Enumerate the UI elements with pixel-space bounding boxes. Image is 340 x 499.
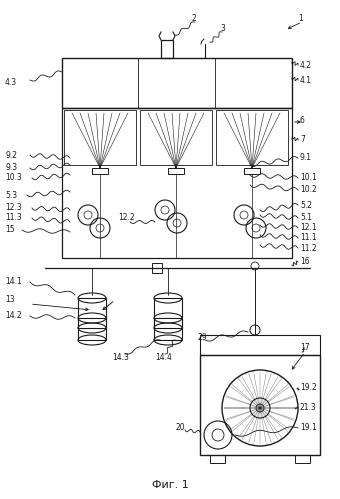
Text: 9.1: 9.1 (300, 154, 312, 163)
Text: 21.3: 21.3 (300, 404, 317, 413)
Bar (64, 110, 136, 165)
Text: 16: 16 (300, 257, 310, 266)
Text: Фиг. 1: Фиг. 1 (152, 480, 188, 490)
Text: 12.2: 12.2 (118, 214, 135, 223)
Text: 1: 1 (298, 13, 303, 22)
Text: 11.2: 11.2 (300, 244, 317, 252)
Text: 4.1: 4.1 (300, 75, 312, 84)
Text: 9.2: 9.2 (5, 151, 17, 160)
Text: 13: 13 (5, 295, 15, 304)
Bar (295, 455, 310, 463)
Bar (152, 263, 162, 273)
Text: 19.1: 19.1 (300, 424, 317, 433)
Bar (200, 335, 320, 355)
Bar (154, 318, 182, 340)
Bar (200, 355, 320, 455)
Text: 29: 29 (198, 333, 208, 342)
Text: 4.3: 4.3 (5, 77, 17, 86)
Bar (140, 110, 212, 165)
Text: 11.3: 11.3 (5, 214, 22, 223)
Text: 10.2: 10.2 (300, 186, 317, 195)
Text: 19.2: 19.2 (300, 384, 317, 393)
Bar (244, 168, 260, 174)
Text: 4.2: 4.2 (300, 60, 312, 69)
Bar (78, 298, 106, 328)
Text: 9.3: 9.3 (5, 164, 17, 173)
Bar (161, 40, 173, 58)
Text: 5.2: 5.2 (300, 201, 312, 210)
Bar (154, 298, 182, 328)
Text: 7: 7 (300, 136, 305, 145)
Bar (216, 110, 288, 165)
Bar (78, 318, 106, 340)
Text: 6: 6 (300, 115, 305, 124)
Bar (92, 168, 108, 174)
Text: 14.1: 14.1 (5, 277, 22, 286)
Text: 14.3: 14.3 (112, 353, 129, 362)
Circle shape (250, 398, 270, 418)
Text: 14.2: 14.2 (5, 311, 22, 320)
Text: 10.3: 10.3 (5, 174, 22, 183)
Text: 5.1: 5.1 (300, 214, 312, 223)
Text: 12.3: 12.3 (5, 204, 22, 213)
Text: 10.1: 10.1 (300, 174, 317, 183)
Text: 5.3: 5.3 (5, 191, 17, 200)
Text: 12.1: 12.1 (300, 224, 317, 233)
Text: 15: 15 (5, 226, 15, 235)
Text: 14.4: 14.4 (155, 353, 172, 362)
Bar (62, 108, 292, 258)
Bar (62, 58, 292, 108)
Bar (210, 455, 225, 463)
Text: 11.1: 11.1 (300, 234, 317, 243)
Text: 20: 20 (175, 424, 185, 433)
Text: 3: 3 (220, 23, 225, 32)
Text: 2: 2 (192, 13, 197, 22)
Text: 17: 17 (300, 343, 310, 352)
Bar (168, 168, 184, 174)
